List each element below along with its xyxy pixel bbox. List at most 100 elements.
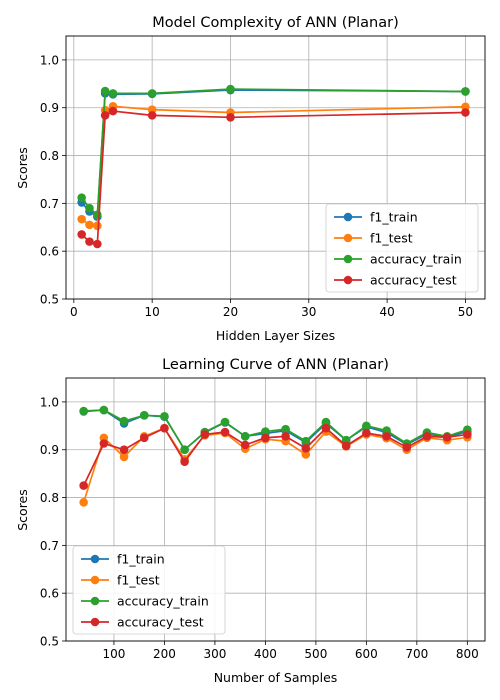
legend-marker [90, 575, 100, 585]
data-point [77, 230, 86, 239]
x-tick-label: 400 [254, 647, 277, 661]
data-point [321, 417, 331, 427]
data-point [85, 237, 94, 246]
x-tick-label: 600 [355, 647, 378, 661]
y-tick-label: 0.8 [40, 149, 59, 163]
legend-marker [343, 233, 353, 243]
data-point [99, 439, 109, 448]
data-point [463, 430, 472, 439]
data-point [226, 112, 235, 122]
x-tick-label: 800 [456, 647, 479, 661]
y-tick-label: 0.9 [40, 101, 59, 115]
data-point [220, 417, 230, 427]
data-point [281, 432, 290, 441]
data-point [461, 108, 470, 117]
data-point [321, 423, 331, 433]
x-tick-label: 200 [153, 647, 176, 661]
legend-label: accuracy_test [117, 615, 204, 630]
y-tick-label: 0.9 [40, 443, 59, 457]
legend-marker [90, 596, 100, 606]
data-point [147, 89, 157, 98]
x-axis-label: Hidden Layer Sizes [216, 328, 335, 343]
data-point [119, 452, 129, 462]
data-point [261, 433, 270, 443]
data-point [180, 445, 189, 455]
y-tick-label: 0.5 [40, 293, 59, 307]
data-point [461, 87, 470, 96]
data-point [240, 440, 250, 450]
chart-model-complexity: Model Complexity of ANN (Planar) Hidden … [15, 15, 486, 343]
x-tick-label: 500 [304, 647, 327, 661]
x-tick-label: 20 [223, 305, 238, 319]
data-point [100, 86, 110, 96]
data-point [99, 405, 109, 415]
series-accuracy-test [79, 423, 472, 490]
data-point [79, 481, 88, 490]
data-point [362, 421, 371, 431]
data-point [108, 89, 118, 98]
legend-marker [90, 554, 100, 564]
data-point [341, 441, 351, 451]
y-tick-label: 0.6 [40, 245, 59, 259]
data-point [160, 411, 169, 421]
data-point [261, 427, 270, 436]
y-tick-label: 0.7 [40, 197, 59, 211]
data-point [301, 443, 311, 453]
plot-frame [65, 377, 486, 642]
data-point [100, 111, 110, 120]
x-tick-label: 100 [103, 647, 126, 661]
x-axis-label: Number of Samples [214, 670, 338, 685]
legend: f1_train f1_test accuracy_train accuracy_te… [325, 203, 479, 293]
legend-marker [343, 275, 353, 285]
x-tick-label: 0 [70, 305, 78, 319]
x-tick-label: 50 [458, 305, 473, 319]
legend-label: f1_train [370, 210, 418, 225]
y-tick-label: 1.0 [40, 395, 59, 409]
legend-label: accuracy_train [117, 594, 209, 609]
data-point [226, 84, 235, 94]
chart-title: Learning Curve of ANN (Planar) [162, 357, 389, 373]
legend: f1_train f1_test accuracy_train accuracy_te… [72, 545, 226, 635]
x-tick-label: 700 [405, 647, 428, 661]
data-point [139, 433, 149, 443]
y-tick-label: 0.7 [40, 539, 59, 553]
data-point [147, 111, 157, 120]
series-accuracy-train [77, 84, 470, 220]
data-point [382, 432, 391, 441]
x-tick-label: 300 [203, 647, 226, 661]
legend-box [325, 203, 479, 293]
data-point [402, 443, 412, 452]
data-point [77, 193, 86, 202]
data-point [85, 220, 94, 230]
data-point [180, 457, 189, 466]
data-point [422, 432, 432, 441]
series-accuracy-test [77, 106, 470, 249]
data-point [93, 210, 102, 220]
legend-label: f1_train [117, 552, 165, 567]
data-point [139, 410, 149, 420]
legend-box [72, 545, 226, 635]
chart-title: Model Complexity of ANN (Planar) [152, 15, 398, 31]
data-point [220, 427, 230, 437]
y-axis-label: Scores [15, 489, 30, 531]
legend-label: f1_test [117, 573, 160, 588]
series-f1-train [77, 85, 470, 222]
y-tick-label: 0.8 [40, 491, 59, 505]
legend-marker [90, 617, 100, 627]
data-point [79, 406, 88, 416]
y-axis-label: Scores [15, 147, 30, 189]
data-point [119, 416, 129, 426]
data-point [77, 214, 86, 224]
data-point [93, 221, 102, 231]
data-point [93, 239, 102, 249]
x-tick-label: 40 [379, 305, 394, 319]
data-point [442, 432, 452, 442]
legend-marker [343, 212, 353, 222]
legend-label: accuracy_test [370, 273, 457, 288]
data-point [301, 436, 311, 446]
legend-label: f1_test [370, 231, 413, 246]
y-tick-label: 1.0 [40, 53, 59, 67]
chart-learning-curve: Learning Curve of ANN (Planar) Number of… [15, 357, 486, 685]
plot-frame [65, 35, 486, 300]
y-tick-label: 0.5 [40, 635, 59, 649]
